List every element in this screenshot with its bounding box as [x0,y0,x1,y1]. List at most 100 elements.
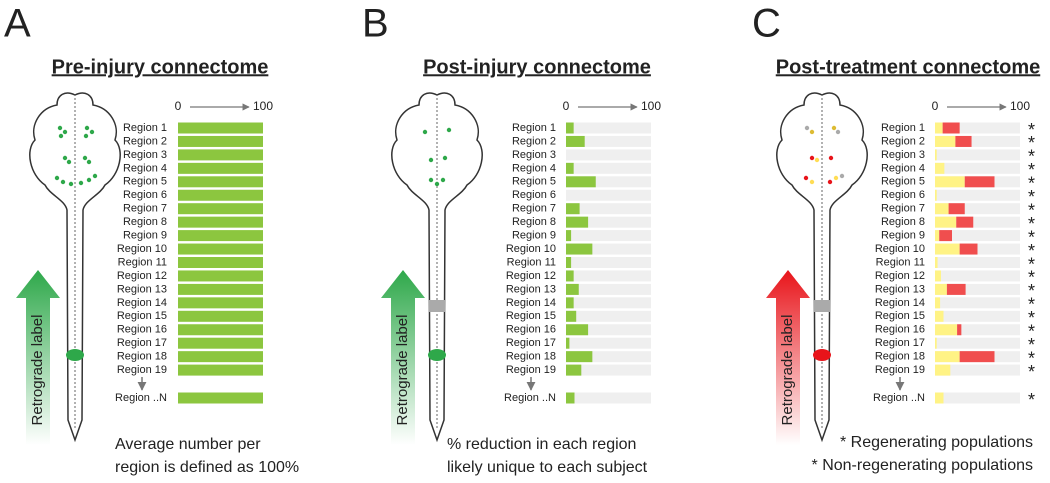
category-label: Region ..N [115,392,167,404]
bar [566,392,575,404]
bar [935,283,947,295]
bar [935,257,938,268]
bar-track [566,149,651,161]
neuron-dot [831,125,837,131]
category-label: Region 3 [881,149,925,161]
bar [964,176,995,188]
category-label: Region 6 [123,189,167,201]
category-label: Region 11 [876,256,925,268]
bar [956,216,974,228]
neuron-dot [86,177,92,183]
bar-track [566,189,651,201]
retrograde-arrow [381,270,425,445]
bar-track [566,337,651,349]
bar [935,324,958,336]
brain-drawing [776,92,868,443]
neuron-dot [828,155,834,161]
bar [178,162,263,174]
bar [566,243,593,255]
bar-track [935,149,1020,161]
neuron-dot [83,133,89,139]
bar [566,135,585,147]
category-label: Region 10 [875,243,925,255]
category-label: Region 16 [875,324,925,336]
bar-track [935,122,1020,134]
bar [959,243,978,255]
bar-track [566,392,651,404]
neuron-dot [54,175,60,181]
neuron-dot [804,125,810,131]
bar [566,310,577,322]
bar [935,230,940,242]
category-label: Region 12 [875,270,925,282]
bar [946,283,966,295]
neuron-dot [62,155,68,161]
asterisk: * [1028,187,1035,207]
neuron-dot [809,129,815,135]
category-label: Region 13 [875,283,925,295]
asterisk: * [1028,200,1035,220]
caption: % reduction in each region [447,436,636,453]
category-label: Region 18 [506,351,556,363]
category-label: Region 18 [875,351,925,363]
category-label: Region 4 [512,162,556,174]
retrograde-arrow [766,270,810,445]
bar [935,176,965,188]
asterisk: * [1028,348,1035,368]
panel-letter: C [752,2,781,46]
bar [178,310,263,322]
category-label: Region 13 [506,283,556,295]
retrograde-arrow [16,270,60,445]
category-label: Region 17 [117,337,167,349]
bar [178,257,263,268]
bar-track [935,297,1020,309]
x-tick-label: 100 [1010,99,1030,113]
neuron-dot [839,173,845,179]
category-label: Region 18 [117,351,167,363]
asterisk: * [1028,254,1035,274]
injection-site [66,349,84,361]
injection-site [813,349,831,361]
category-label: Region ..N [873,392,925,404]
bar [935,337,937,349]
x-tick-label: 0 [932,99,939,113]
category-label: Region 8 [512,216,556,228]
neuron-dot [434,181,440,187]
neuron-dot [57,125,63,131]
neuron-dot [809,155,815,161]
bar [566,283,579,295]
injury-site [429,300,445,312]
category-label: Region 5 [881,176,925,188]
category-label: Region 8 [123,216,167,228]
category-label: Region 10 [506,243,556,255]
neuron-dot [82,155,88,161]
bar-track [566,162,651,174]
asterisk: * [1028,322,1035,342]
bar-track [935,135,1020,147]
category-label: Region 14 [875,297,925,309]
bar-track [566,122,651,134]
neuron-dot [92,173,98,179]
bar [566,122,574,134]
neuron-dot [86,159,92,165]
category-label: Region 8 [881,216,925,228]
neuron-dot [84,125,90,131]
asterisk: * [1028,295,1035,315]
asterisk: * [1028,147,1035,167]
bar [178,203,263,215]
category-label: Region 11 [118,256,167,268]
category-label: Region 13 [117,283,167,295]
category-label: Region 1 [512,122,556,134]
bar [957,324,962,336]
neuron-dot [66,159,72,165]
bar-track [935,162,1020,174]
category-label: Region 10 [117,243,167,255]
neuron-dot [835,129,841,135]
asterisk: * [1028,281,1035,301]
panel-title: Pre-injury connectome [52,56,269,78]
neuron-dot [428,157,434,163]
bar-track [566,351,651,363]
bar [566,324,589,336]
neuron-dot [60,179,66,185]
